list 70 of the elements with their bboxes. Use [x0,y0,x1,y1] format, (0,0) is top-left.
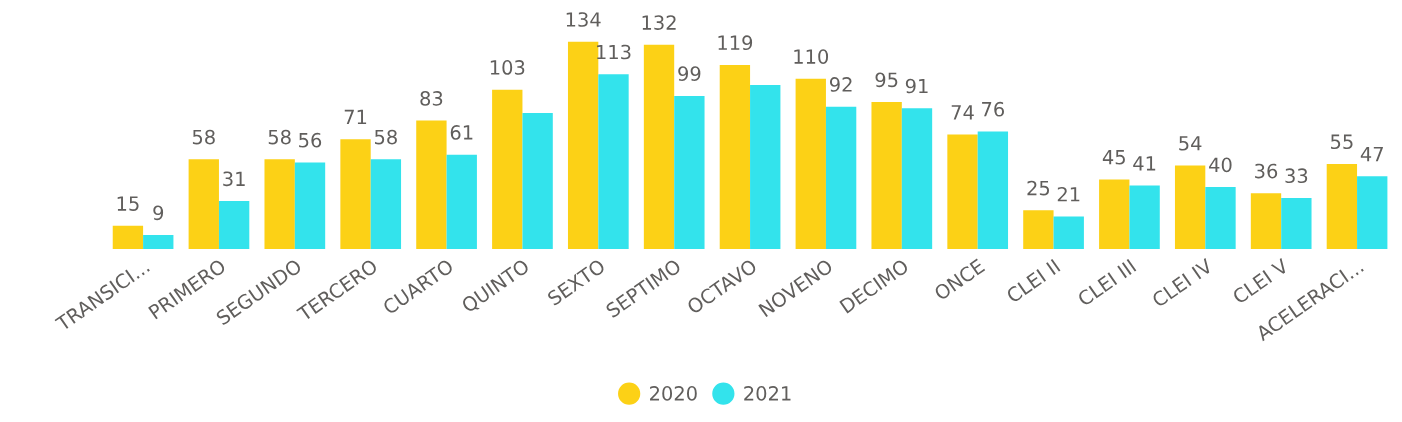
data-label: 41 [1133,156,1156,171]
data-label: 40 [1209,157,1232,173]
bar [719,64,751,249]
data-label: 56 [299,132,322,148]
data-label: 71 [344,109,367,125]
bar [1099,179,1130,249]
bar [294,162,326,249]
data-label: 103 [490,60,525,75]
data-label: 99 [678,66,701,81]
data-label: 55 [1331,134,1353,150]
data-label: 110 [794,49,829,64]
legend-label: 2021 [744,386,791,401]
bar [643,44,675,249]
data-label: 58 [268,129,291,145]
data-label: 15 [117,196,139,211]
bar [750,85,781,249]
bar [977,131,1009,249]
data-label: 91 [905,78,928,94]
data-label: 134 [566,12,601,27]
data-label: 58 [375,129,397,145]
data-label: 61 [450,125,473,140]
bar [1053,216,1084,249]
legend-label: 2020 [650,386,697,401]
data-label: 95 [875,72,898,88]
data-label: 21 [1057,186,1080,202]
bar [1205,187,1236,249]
bar [522,112,553,249]
data-label: 132 [642,15,676,30]
x-tick-label: CLEI II [1005,258,1061,304]
x-tick-label: CLEI III [1076,258,1137,307]
bar [1326,163,1358,249]
data-label: 54 [1179,136,1202,151]
data-label: 25 [1027,180,1050,196]
bar [1174,165,1206,249]
bar [795,78,826,249]
bar [188,159,219,249]
bar [1129,185,1160,249]
bar [446,154,477,249]
bar [492,89,523,249]
data-label: 74 [951,105,974,120]
bar [1023,210,1054,249]
bar [112,225,144,249]
bar [143,235,174,249]
bar [1250,193,1282,249]
data-label: 58 [192,129,215,145]
x-tick-label: CLEI IV [1150,257,1214,308]
bar [218,201,250,249]
bar [264,159,295,249]
data-label: 83 [420,91,443,106]
data-label: 36 [1255,163,1278,179]
data-label: 92 [829,77,852,92]
bar [901,108,933,249]
data-label: 76 [982,101,1005,117]
bar [567,41,599,249]
data-label: 45 [1102,150,1125,165]
bar [825,106,857,249]
bar [947,134,978,249]
data-label: 119 [718,35,753,51]
data-label: 47 [1360,146,1383,162]
bar [1357,176,1388,249]
bar [416,120,447,249]
bar [370,159,402,249]
data-label: 31 [223,171,245,187]
bar [871,102,902,249]
bar [598,74,629,249]
bar [1281,197,1312,249]
data-label: 9 [153,205,164,221]
bar [674,95,705,249]
bar [340,139,371,249]
data-label: 33 [1285,168,1308,184]
